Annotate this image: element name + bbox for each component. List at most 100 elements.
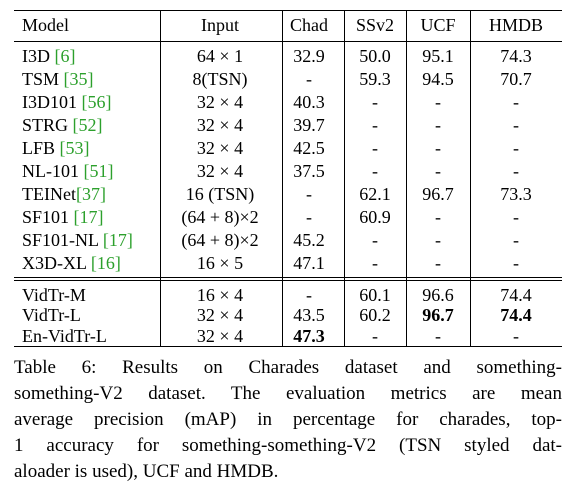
table-row: I3D101 [56] 32 × 4 40.3 - - - [14,91,562,113]
chad-value: - [306,285,312,305]
table-group-rule-2 [14,280,562,281]
caption-line: aloader is used), UCF and HMDB. [14,461,279,482]
input-value: 16 × 4 [196,285,244,305]
ucf-value: - [435,207,441,227]
table-row: VidTr-M 16 × 4 - 60.1 96.6 74.4 [14,284,562,306]
ucf-value: 96.7 [422,184,454,204]
input-value: 64 × 1 [196,46,244,66]
citation-link[interactable]: [17] [102,230,133,250]
input-value: 32 × 4 [196,138,244,158]
table-header-row: Model Input Chad SSv2 UCF HMDB [14,14,562,36]
table-row: NL-101 [51] 32 × 4 37.5 - - - [14,160,562,182]
header-model: Model [22,15,69,35]
chad-value: 43.5 [293,305,325,325]
table-caption: Table 6: Results on Charades dataset and… [14,355,562,485]
ssv2-value: - [372,326,378,346]
ucf-value: - [435,115,441,135]
table-row: LFB [53] 32 × 4 42.5 - - - [14,137,562,159]
citation-link[interactable]: [16] [90,253,121,273]
chad-value: 32.9 [293,46,325,66]
citation-link[interactable]: [37] [75,184,106,204]
chad-value: - [306,184,312,204]
ssv2-value: - [372,230,378,250]
caption-line: Table 6: Results on Charades dataset and… [14,357,562,378]
table-row: SF101 [17] (64 + 8)×2 - 60.9 - - [14,206,562,228]
caption-line: something-V2 dataset. The evaluation met… [14,383,562,404]
table-row: TEINet[37] 16 (TSN) - 62.1 96.7 73.3 [14,183,562,205]
header-chad: Chad [290,15,328,35]
input-value: 32 × 4 [196,92,244,112]
model-name: SF101 [17] [22,207,104,227]
model-name: TEINet[37] [22,184,106,204]
citation-link[interactable]: [51] [83,161,114,181]
input-value: 32 × 4 [196,326,244,346]
column-divider [406,10,407,347]
ssv2-value: 50.0 [359,46,391,66]
citation-link[interactable]: [53] [59,138,90,158]
table-row: X3D-XL [16] 16 × 5 47.1 - - - [14,252,562,274]
ssv2-value: 60.1 [359,285,391,305]
ucf-value: - [435,253,441,273]
hmdb-value: - [513,207,519,227]
citation-link[interactable]: [35] [63,69,94,89]
table-row: En-VidTr-L 32 × 4 47.3 - - - [14,325,562,347]
caption-line: 1 accuracy for something-something-V2 (T… [14,435,562,456]
hmdb-value: 73.3 [500,184,532,204]
table-bottom-rule [14,346,562,348]
header-hmdb: HMDB [488,15,543,35]
ssv2-value: 60.2 [359,305,391,325]
table-group-rule-1 [14,277,562,278]
ucf-value: 96.6 [422,285,454,305]
hmdb-value-best: 74.4 [500,305,532,325]
chad-value: - [306,69,312,89]
chad-value: 47.1 [293,253,325,273]
input-value: 32 × 4 [196,305,244,325]
header-input: Input [201,15,239,35]
ucf-value: - [435,230,441,250]
table-top-rule [14,10,562,12]
hmdb-value: - [513,253,519,273]
input-value: (64 + 8)×2 [181,207,259,227]
ucf-value: - [435,326,441,346]
chad-value: - [306,207,312,227]
column-divider [160,10,161,347]
table-header-rule [14,41,562,42]
model-name: I3D [6] [22,46,76,66]
hmdb-value: - [513,326,519,346]
table-row: TSM [35] 8(TSN) - 59.3 94.5 70.7 [14,68,562,90]
header-ucf: UCF [420,15,456,35]
hmdb-value: - [513,115,519,135]
citation-link[interactable]: [52] [72,115,103,135]
caption-line: average precision (mAP) in percentage fo… [14,409,562,430]
table-row: SF101-NL [17] (64 + 8)×2 45.2 - - - [14,229,562,251]
input-value: 16 (TSN) [185,184,255,204]
ucf-value: 95.1 [422,46,454,66]
chad-value: 45.2 [293,230,325,250]
hmdb-value: 74.3 [500,46,532,66]
ucf-value: 94.5 [422,69,454,89]
header-ssv2: SSv2 [355,15,395,35]
model-name: I3D101 [56] [22,92,112,112]
hmdb-value: - [513,92,519,112]
citation-link[interactable]: [17] [73,207,104,227]
ssv2-value: - [372,138,378,158]
model-name: SF101-NL [17] [22,230,133,250]
chad-value: 42.5 [293,138,325,158]
model-name: VidTr-L [22,305,81,325]
table-row: I3D [6] 64 × 1 32.9 50.0 95.1 74.3 [14,45,562,67]
model-name: X3D-XL [16] [22,253,121,273]
input-value: 32 × 4 [196,161,244,181]
citation-link[interactable]: [56] [81,92,112,112]
input-value: (64 + 8)×2 [181,230,259,250]
ssv2-value: - [372,92,378,112]
ssv2-value: - [372,115,378,135]
ucf-value: - [435,138,441,158]
citation-link[interactable]: [6] [54,46,76,66]
column-divider [470,10,471,347]
hmdb-value: - [513,161,519,181]
model-name: STRG [52] [22,115,103,135]
ssv2-value: 59.3 [359,69,391,89]
model-name: VidTr-M [22,285,86,305]
hmdb-value: 74.4 [500,285,532,305]
table-row: STRG [52] 32 × 4 39.7 - - - [14,114,562,136]
